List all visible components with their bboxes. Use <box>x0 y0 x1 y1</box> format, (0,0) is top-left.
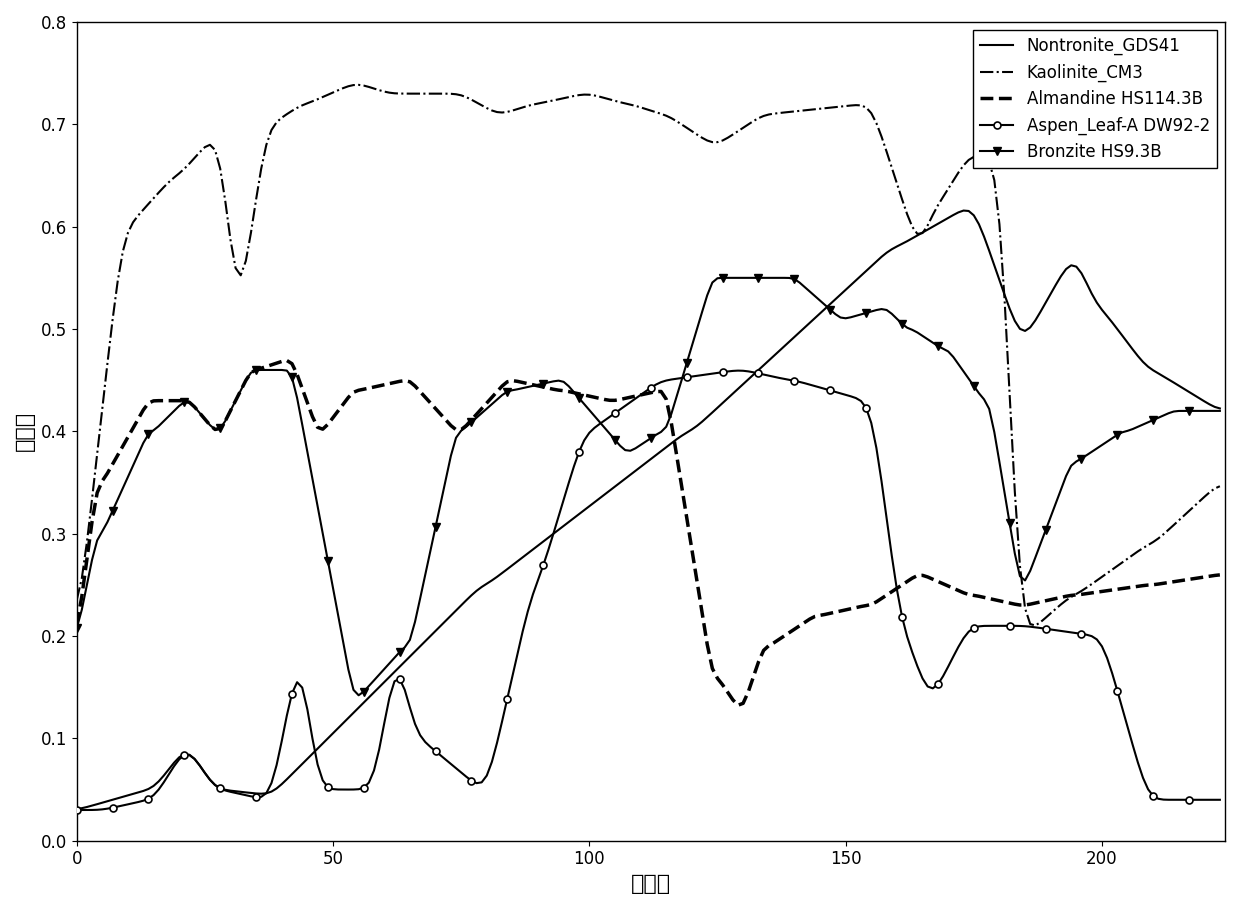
Bronzite HS9.3B <box>787 274 802 285</box>
Nontronite_GDS41 <box>1187 390 1202 401</box>
Legend: Nontronite_GDS41, Kaolinite_CM3, Almandine HS114.3B, Aspen_Leaf-A DW92-2, Bronzi: Nontronite_GDS41, Kaolinite_CM3, Almandi… <box>973 30 1216 168</box>
Line: Kaolinite_CM3: Kaolinite_CM3 <box>77 85 1220 625</box>
Line: Almandine HS114.3B: Almandine HS114.3B <box>77 361 1220 705</box>
Y-axis label: 反射率: 反射率 <box>15 411 35 452</box>
Almandine HS114.3B <box>156 395 171 406</box>
Nontronite_GDS41 <box>320 733 335 744</box>
Line: Aspen_Leaf-A DW92-2: Aspen_Leaf-A DW92-2 <box>73 367 1224 814</box>
Almandine HS114.3B <box>69 619 84 630</box>
Bronzite HS9.3B <box>320 555 335 566</box>
Kaolinite_CM3 <box>1213 481 1228 492</box>
Kaolinite_CM3 <box>684 125 699 136</box>
Aspen_Leaf-A DW92-2 <box>781 375 796 385</box>
Bronzite HS9.3B <box>172 401 187 412</box>
Aspen_Leaf-A DW92-2 <box>320 782 335 793</box>
Aspen_Leaf-A DW92-2 <box>1187 794 1202 805</box>
Nontronite_GDS41 <box>956 205 971 216</box>
Almandine HS114.3B <box>730 700 745 711</box>
Almandine HS114.3B <box>684 544 699 555</box>
Bronzite HS9.3B <box>351 690 366 701</box>
Aspen_Leaf-A DW92-2 <box>1213 794 1228 805</box>
Line: Bronzite HS9.3B: Bronzite HS9.3B <box>72 274 1224 699</box>
Nontronite_GDS41 <box>1213 403 1228 414</box>
Aspen_Leaf-A DW92-2 <box>69 804 84 815</box>
Nontronite_GDS41 <box>156 770 171 781</box>
Kaolinite_CM3 <box>1192 496 1207 507</box>
Almandine HS114.3B <box>787 624 802 634</box>
Bronzite HS9.3B <box>69 623 84 634</box>
Kaolinite_CM3 <box>156 182 171 193</box>
Almandine HS114.3B <box>326 413 341 424</box>
Line: Nontronite_GDS41: Nontronite_GDS41 <box>77 211 1220 809</box>
Kaolinite_CM3 <box>320 89 335 100</box>
Kaolinite_CM3 <box>781 106 796 117</box>
Aspen_Leaf-A DW92-2 <box>680 372 694 383</box>
Aspen_Leaf-A DW92-2 <box>172 754 187 764</box>
Bronzite HS9.3B <box>1213 405 1228 416</box>
Nontronite_GDS41 <box>69 804 84 814</box>
Aspen_Leaf-A DW92-2 <box>156 777 171 788</box>
Bronzite HS9.3B <box>1192 405 1207 416</box>
Nontronite_GDS41 <box>172 752 187 763</box>
Almandine HS114.3B <box>279 355 294 366</box>
X-axis label: 波段数: 波段数 <box>631 874 671 894</box>
Nontronite_GDS41 <box>680 427 694 438</box>
Kaolinite_CM3 <box>351 79 366 90</box>
Kaolinite_CM3 <box>172 168 187 179</box>
Almandine HS114.3B <box>1192 573 1207 584</box>
Bronzite HS9.3B <box>156 415 171 426</box>
Almandine HS114.3B <box>1213 569 1228 580</box>
Nontronite_GDS41 <box>776 341 791 352</box>
Bronzite HS9.3B <box>720 273 735 284</box>
Kaolinite_CM3 <box>1028 620 1043 631</box>
Kaolinite_CM3 <box>69 594 84 605</box>
Almandine HS114.3B <box>172 395 187 406</box>
Aspen_Leaf-A DW92-2 <box>730 365 745 376</box>
Bronzite HS9.3B <box>684 341 699 352</box>
